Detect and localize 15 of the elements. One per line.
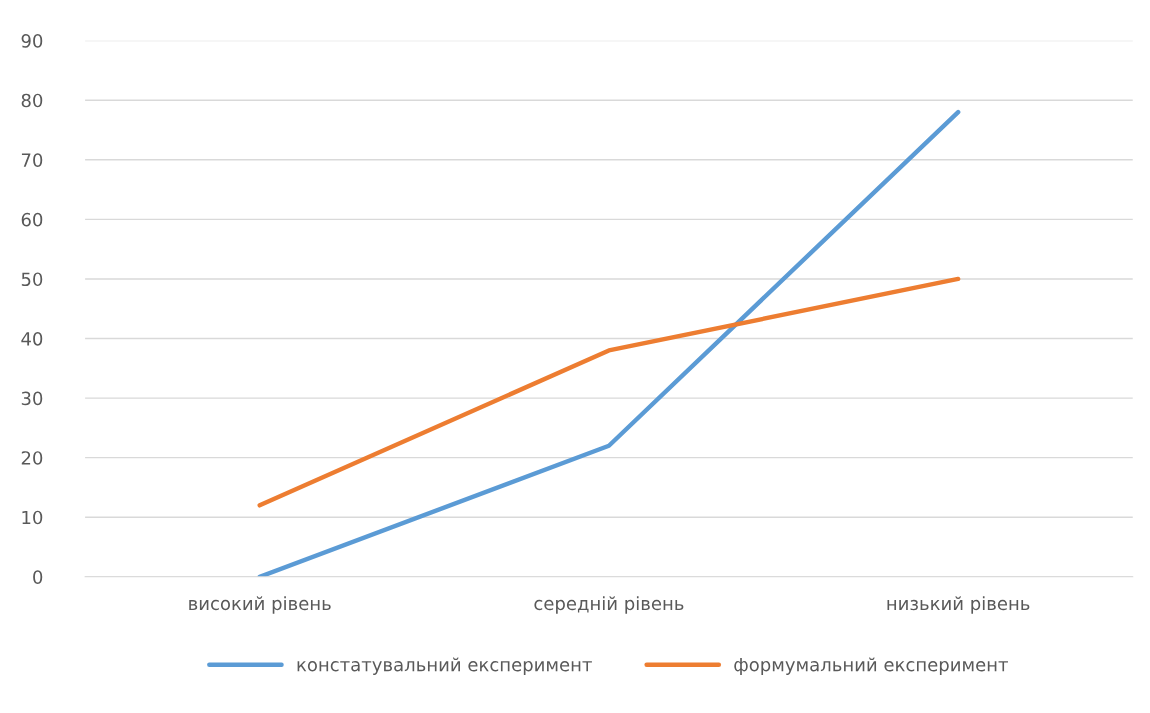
y-tick-label: 0	[33, 570, 43, 584]
x-tick-label: середній рівень	[534, 596, 684, 614]
y-tick-label: 30	[21, 391, 43, 406]
x-tick-label: високий рівень	[189, 596, 331, 614]
y-tick-label: 80	[21, 93, 43, 108]
y-tick-label: 20	[21, 451, 43, 465]
x-tick-label: низький рівень	[887, 596, 1030, 614]
y-tick-label: 90	[21, 34, 43, 48]
legend-label: констатувальний експеримент	[297, 657, 592, 675]
y-tick-label: 50	[21, 272, 43, 287]
y-tick-label: 40	[21, 331, 43, 346]
y-tick-label: 70	[21, 153, 43, 167]
y-tick-label: 10	[22, 510, 43, 525]
legend-label: формумальний експеримент	[734, 657, 1008, 675]
y-tick-label: 60	[21, 212, 43, 227]
